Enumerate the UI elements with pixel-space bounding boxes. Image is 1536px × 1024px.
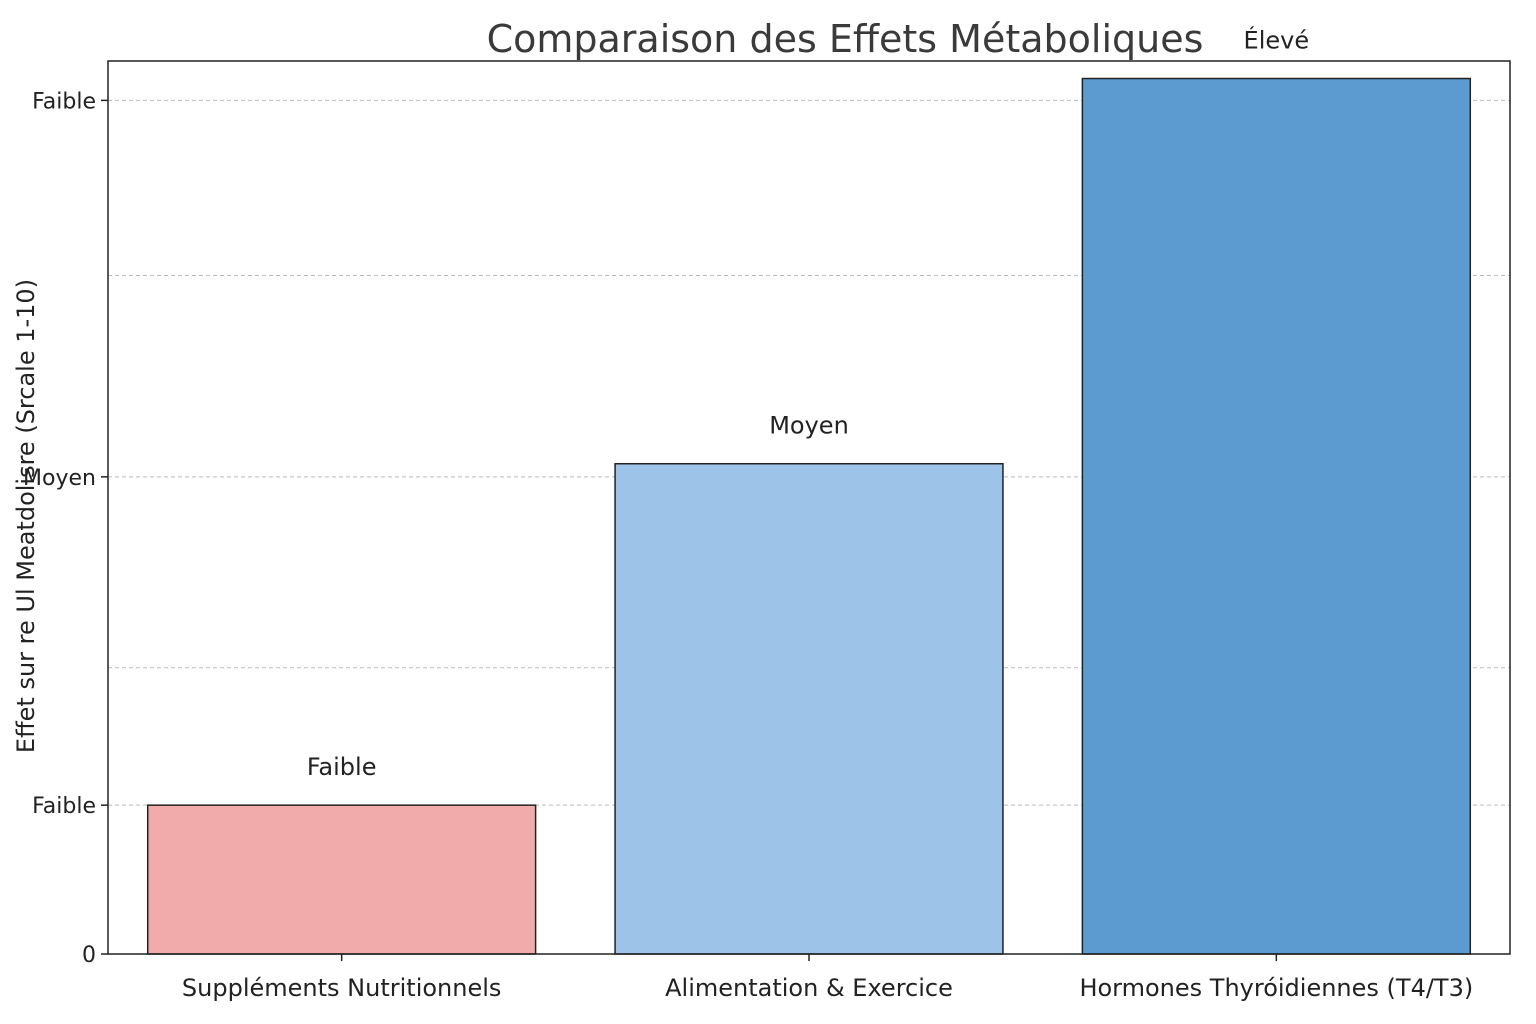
- y-axis-label: Effet sur re Ul Meatdolisre (Srcale 1-10…: [12, 279, 40, 753]
- x-tick-label: Hormones Thyróidiennes (T4/T3): [1079, 974, 1473, 1002]
- data-label: Faible: [307, 753, 377, 781]
- chart-title: Comparaison des Effets Métaboliques: [487, 17, 1204, 61]
- bar: [614, 462, 1004, 955]
- y-tick-label: 0: [82, 943, 96, 968]
- x-axis-ticks: Suppléments Nutritionnels Alimentation & …: [182, 954, 1473, 1002]
- y-tick-label: Faible: [32, 794, 96, 819]
- data-label: Moyen: [769, 412, 849, 440]
- data-labels: Faible Moyen Élevé: [307, 26, 1309, 782]
- x-tick-label: Suppléments Nutritionnels: [182, 974, 501, 1002]
- y-tick-label: Moyen: [23, 466, 96, 491]
- bars: [146, 77, 1472, 955]
- data-label: Élevé: [1244, 26, 1310, 55]
- y-tick-label: Faible: [32, 89, 96, 114]
- bar: [1081, 77, 1472, 955]
- x-tick-label: Alimentation & Exercice: [665, 974, 953, 1002]
- bar: [146, 804, 537, 955]
- y-axis-ticks: 0 Faible Moyen Faible: [23, 89, 108, 968]
